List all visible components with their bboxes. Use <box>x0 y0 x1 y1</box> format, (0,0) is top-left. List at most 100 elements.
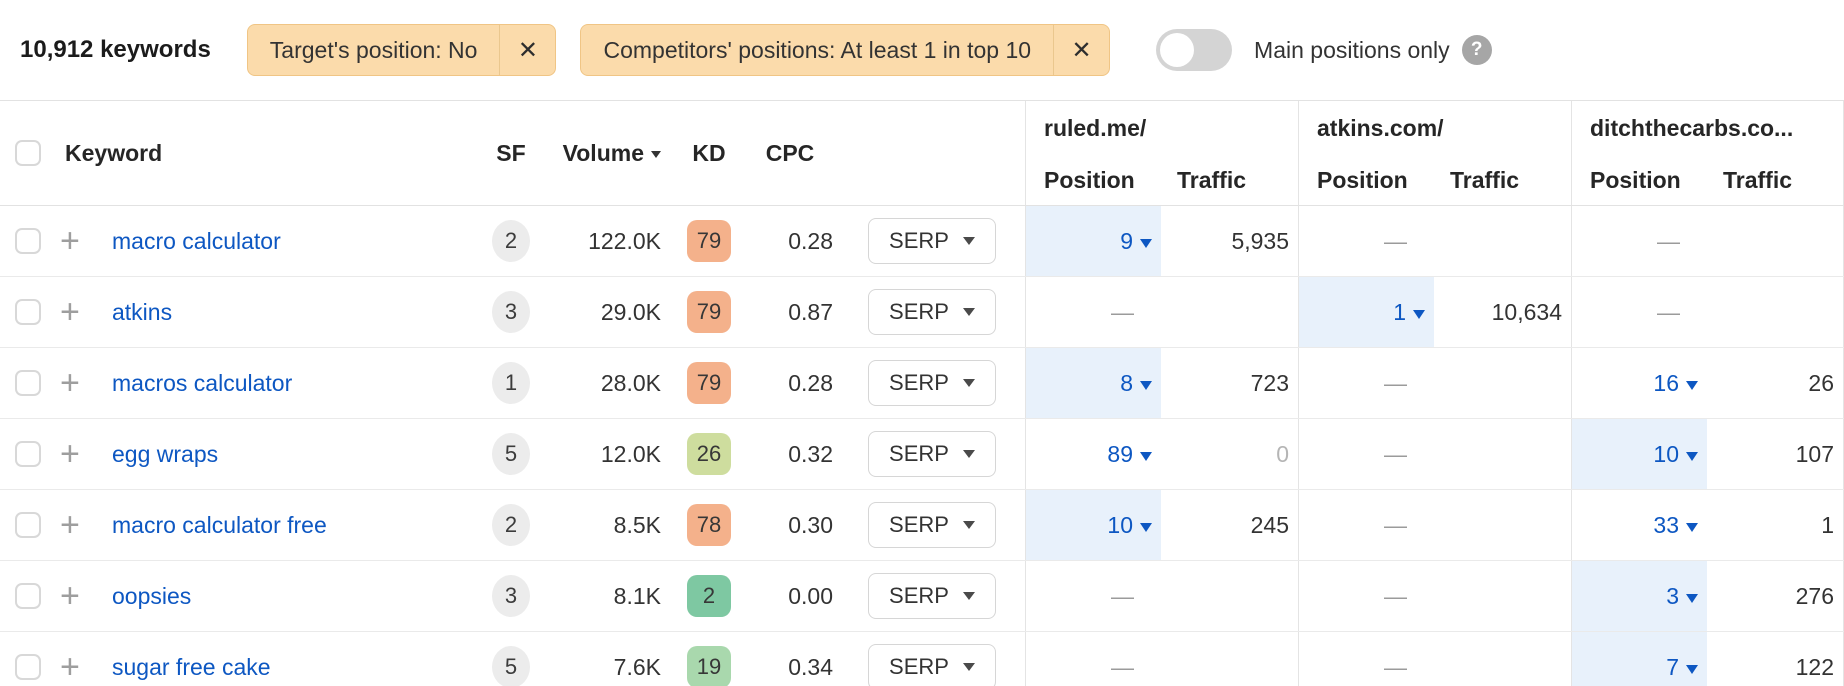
keyword-link[interactable]: macros calculator <box>112 369 293 396</box>
serp-features-badge: 3 <box>492 575 530 617</box>
filter-chip-competitors-positions[interactable]: Competitors' positions: At least 1 in to… <box>580 24 1111 76</box>
table-body: + macro calculator 2 122.0K 79 0.28 SERP… <box>0 206 1844 686</box>
traffic-value <box>1161 277 1298 347</box>
keywords-table: Keyword SF Volume KD CPC ruled.me/ atkin… <box>0 100 1844 686</box>
keyword-link[interactable]: sugar free cake <box>112 653 271 680</box>
main-positions-toggle[interactable] <box>1156 29 1233 71</box>
add-to-list-icon[interactable]: + <box>60 293 80 331</box>
chevron-down-icon <box>962 521 975 529</box>
column-header-sf[interactable]: SF <box>496 139 526 166</box>
chevron-down-icon <box>1140 238 1152 248</box>
column-header-traffic[interactable]: Traffic <box>1450 167 1520 193</box>
chevron-down-icon <box>1686 451 1698 461</box>
add-to-list-icon[interactable]: + <box>60 506 80 544</box>
position-link[interactable]: 3 <box>1666 583 1698 610</box>
row-checkbox[interactable] <box>15 370 41 396</box>
serp-dropdown-button[interactable]: SERP <box>868 360 996 406</box>
keyword-link[interactable]: atkins <box>112 298 173 325</box>
serp-dropdown-button[interactable]: SERP <box>868 289 996 335</box>
cpc-value: 0.87 <box>788 298 833 325</box>
add-to-list-icon[interactable]: + <box>60 222 80 260</box>
keyword-link[interactable]: macro calculator free <box>112 511 327 538</box>
filter-chip-label: Target's position: No <box>269 36 478 63</box>
select-all-checkbox[interactable] <box>15 140 41 166</box>
row-checkbox[interactable] <box>15 654 41 680</box>
serp-features-badge: 5 <box>492 646 530 686</box>
no-position-dash: — <box>1111 653 1134 680</box>
position-link[interactable]: 8 <box>1120 370 1152 397</box>
serp-button-label: SERP <box>889 512 949 537</box>
serp-dropdown-button[interactable]: SERP <box>868 218 996 264</box>
column-header-position[interactable]: Position <box>1025 156 1161 205</box>
serp-dropdown-button[interactable]: SERP <box>868 644 996 686</box>
column-header-position[interactable]: Position <box>1571 156 1707 205</box>
add-to-list-icon[interactable]: + <box>60 648 80 686</box>
keyword-link[interactable]: egg wraps <box>112 440 219 467</box>
traffic-value <box>1161 561 1298 631</box>
close-icon[interactable]: ✕ <box>1053 25 1109 75</box>
chevron-down-icon <box>1413 309 1425 319</box>
column-header-volume[interactable]: Volume <box>541 101 663 205</box>
serp-dropdown-button[interactable]: SERP <box>868 573 996 619</box>
serp-dropdown-button[interactable]: SERP <box>868 502 996 548</box>
cpc-value: 0.30 <box>788 511 833 538</box>
add-to-list-icon[interactable]: + <box>60 435 80 473</box>
position-link[interactable]: 1 <box>1393 299 1425 326</box>
serp-features-badge: 1 <box>492 362 530 404</box>
row-checkbox[interactable] <box>15 299 41 325</box>
position-link[interactable]: 89 <box>1107 441 1152 468</box>
no-position-dash: — <box>1657 298 1680 325</box>
volume-value: 28.0K <box>600 369 661 396</box>
add-to-list-icon[interactable]: + <box>60 364 80 402</box>
filter-chip-targets-position[interactable]: Target's position: No ✕ <box>246 24 557 76</box>
toggle-knob <box>1160 33 1195 67</box>
filter-chip-label: Competitors' positions: At least 1 in to… <box>603 36 1032 63</box>
competitor-domain-ruled-me: ruled.me/ <box>1025 101 1298 156</box>
position-cell: 8 <box>1025 348 1161 418</box>
row-checkbox[interactable] <box>15 512 41 538</box>
serp-features-badge: 2 <box>492 504 530 546</box>
kd-badge: 2 <box>687 575 731 617</box>
position-cell: — <box>1298 419 1434 489</box>
position-cell: — <box>1298 632 1434 686</box>
position-link[interactable]: 9 <box>1120 228 1152 255</box>
position-link[interactable]: 7 <box>1666 654 1698 681</box>
serp-features-badge: 3 <box>492 291 530 333</box>
position-cell: — <box>1298 561 1434 631</box>
no-position-dash: — <box>1384 440 1407 467</box>
close-icon[interactable]: ✕ <box>499 25 555 75</box>
traffic-value <box>1434 348 1571 418</box>
keyword-link[interactable]: oopsies <box>112 582 192 609</box>
column-header-cpc[interactable]: CPC <box>765 139 815 166</box>
add-to-list-icon[interactable]: + <box>60 577 80 615</box>
chevron-down-icon <box>1686 593 1698 603</box>
column-header-traffic[interactable]: Traffic <box>1707 156 1844 205</box>
volume-value: 7.6K <box>613 653 661 680</box>
keyword-link[interactable]: macro calculator <box>112 227 281 254</box>
position-cell: 89 <box>1025 419 1161 489</box>
serp-dropdown-button[interactable]: SERP <box>868 431 996 477</box>
column-header-traffic[interactable]: Traffic <box>1177 167 1247 193</box>
row-checkbox[interactable] <box>15 441 41 467</box>
cpc-value: 0.00 <box>788 582 833 609</box>
position-link[interactable]: 16 <box>1653 370 1698 397</box>
volume-value: 29.0K <box>600 298 661 325</box>
traffic-value: 723 <box>1250 369 1289 396</box>
row-checkbox[interactable] <box>15 228 41 254</box>
position-link[interactable]: 10 <box>1653 441 1698 468</box>
position-link[interactable]: 33 <box>1653 512 1698 539</box>
chevron-down-icon <box>1140 451 1152 461</box>
help-icon[interactable]: ? <box>1461 35 1492 65</box>
table-row: + macro calculator 2 122.0K 79 0.28 SERP… <box>0 206 1844 277</box>
position-link[interactable]: 10 <box>1107 512 1152 539</box>
position-cell: 10 <box>1025 490 1161 560</box>
column-header-kd[interactable]: KD <box>692 139 726 166</box>
serp-button-label: SERP <box>889 583 949 608</box>
column-header-position[interactable]: Position <box>1298 156 1434 205</box>
chevron-down-icon <box>1140 522 1152 532</box>
traffic-value: 0 <box>1276 440 1289 467</box>
toggle-label: Main positions only <box>1254 36 1450 63</box>
row-checkbox[interactable] <box>15 583 41 609</box>
traffic-value: 1 <box>1707 490 1844 560</box>
